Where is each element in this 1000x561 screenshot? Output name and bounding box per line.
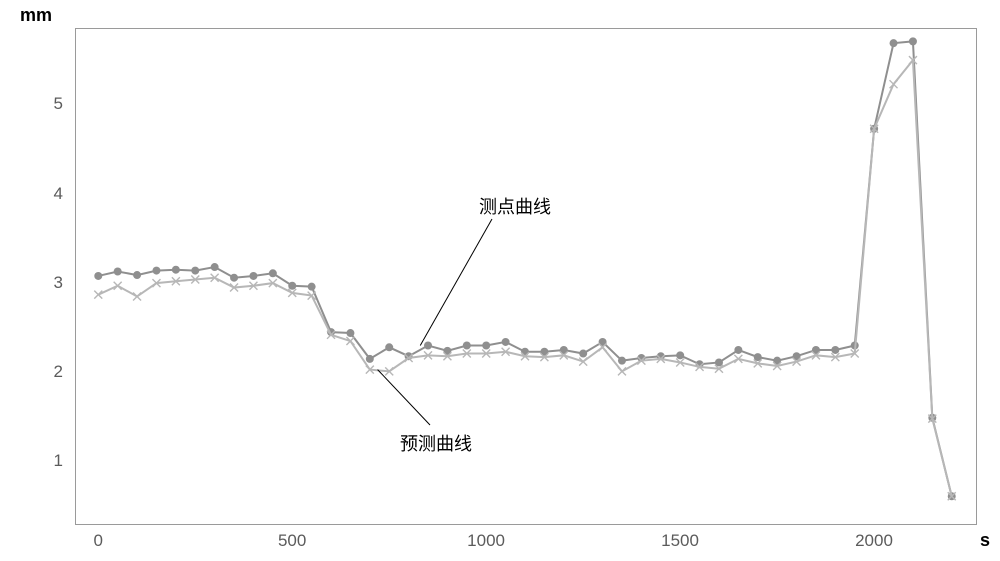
marker-measured	[172, 266, 180, 274]
marker-measured	[308, 283, 316, 291]
marker-measured	[424, 342, 432, 350]
x-tick-label: 500	[278, 531, 306, 551]
marker-measured	[831, 346, 839, 354]
marker-measured	[288, 282, 296, 290]
annotation-leader-measured-ann	[420, 219, 492, 346]
y-tick-label: 4	[54, 184, 63, 204]
marker-predicted	[618, 367, 626, 375]
y-tick-label: 5	[54, 94, 63, 114]
marker-measured	[734, 346, 742, 354]
marker-predicted	[890, 80, 898, 88]
x-tick-label: 0	[94, 531, 103, 551]
marker-measured	[909, 37, 917, 45]
marker-measured	[618, 357, 626, 365]
marker-measured	[482, 342, 490, 350]
y-tick-label: 1	[54, 451, 63, 471]
chart-container: mm s 123450500100015002000测点曲线预测曲线	[0, 0, 1000, 561]
marker-measured	[133, 271, 141, 279]
y-tick-label: 3	[54, 273, 63, 293]
x-tick-label: 2000	[855, 531, 893, 551]
x-tick-label: 1000	[467, 531, 505, 551]
annotation-text-predicted-ann: 预测曲线	[400, 430, 472, 456]
marker-measured	[385, 343, 393, 351]
marker-predicted	[114, 282, 122, 290]
marker-measured	[463, 342, 471, 350]
marker-measured	[230, 274, 238, 282]
x-tick-label: 1500	[661, 531, 699, 551]
y-tick-label: 2	[54, 362, 63, 382]
marker-measured	[346, 329, 354, 337]
annotation-leader-predicted-ann	[378, 370, 430, 425]
x-axis-title: s	[980, 530, 990, 551]
marker-measured	[269, 269, 277, 277]
marker-predicted	[133, 292, 141, 300]
marker-measured	[249, 272, 257, 280]
marker-measured	[152, 267, 160, 275]
plot-svg	[0, 0, 1000, 561]
marker-measured	[676, 351, 684, 359]
marker-measured	[502, 338, 510, 346]
marker-measured	[114, 267, 122, 275]
marker-predicted	[94, 291, 102, 299]
series-line-measured	[98, 41, 951, 496]
marker-measured	[211, 263, 219, 271]
marker-measured	[366, 355, 374, 363]
marker-measured	[579, 350, 587, 358]
marker-measured	[94, 272, 102, 280]
annotation-text-measured-ann: 测点曲线	[479, 193, 551, 219]
series-line-predicted	[98, 60, 951, 496]
marker-measured	[890, 39, 898, 47]
marker-measured	[191, 267, 199, 275]
